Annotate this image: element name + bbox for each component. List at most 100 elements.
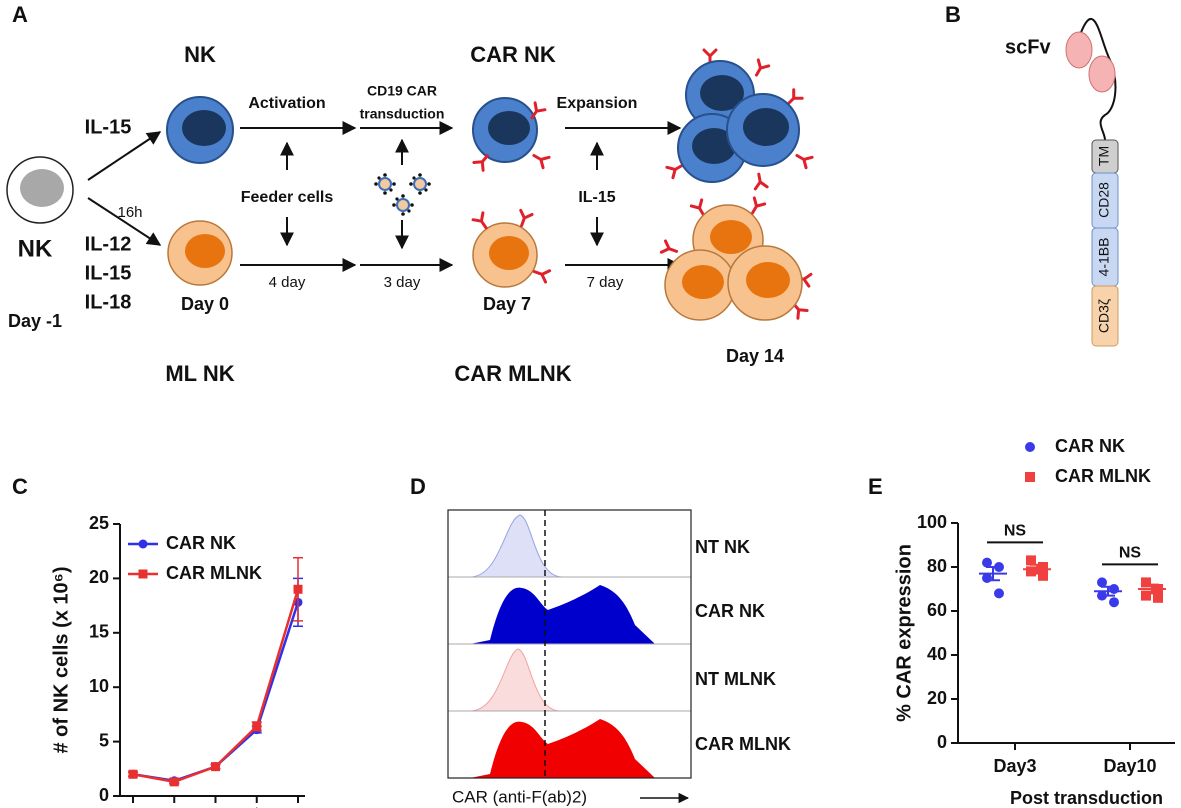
- time-label: 16h: [117, 204, 142, 221]
- virus: [408, 172, 432, 196]
- y-tick-label: 100: [917, 512, 947, 532]
- point: [1038, 562, 1048, 572]
- point: [982, 557, 992, 568]
- annotation: NS: [1119, 545, 1142, 562]
- cytokine: IL-15: [85, 116, 132, 138]
- panel-label: E: [868, 474, 883, 499]
- y-tick-label: 40: [927, 644, 947, 664]
- nucleus: [488, 111, 530, 145]
- x-tick-label: D14: [273, 804, 310, 808]
- y-tick-label: 15: [89, 622, 109, 642]
- duration: 7 day: [587, 274, 624, 291]
- day-label: Day 14: [726, 346, 784, 366]
- x-tick-label: Day10: [1103, 756, 1156, 776]
- row-label: NT MLNK: [695, 669, 776, 689]
- legend-label: CAR MLNK: [166, 563, 262, 583]
- y-axis-label: % CAR expression: [893, 544, 915, 722]
- row-label: NT NK: [695, 537, 750, 557]
- nucleus: [746, 262, 790, 298]
- histogram: [470, 585, 655, 644]
- car-receptor: [530, 264, 552, 284]
- nucleus: [185, 234, 225, 268]
- histogram: [469, 648, 561, 712]
- row-label: CAR NK: [695, 601, 765, 621]
- car-receptor: [659, 239, 681, 259]
- panel-d: D NT NK CAR NK NT MLNK CAR MLNK CAR (ant…: [410, 474, 791, 807]
- y-tick-label: 80: [927, 556, 947, 576]
- step-label: Expansion: [557, 95, 638, 112]
- domain-label: CD3ζ: [1096, 299, 1112, 333]
- point: [994, 588, 1004, 599]
- domain-label: TM: [1096, 146, 1112, 166]
- nucleus: [710, 220, 752, 254]
- arrow: [87, 131, 162, 181]
- chart: E 0 20 40 60 80 100% CAR expression Day3 NS Day10…: [868, 436, 1175, 808]
- histogram: [470, 719, 655, 778]
- panel-label: D: [410, 474, 426, 499]
- annotation: NS: [1004, 523, 1027, 540]
- nucleus: [692, 128, 736, 164]
- car-receptor: [749, 58, 771, 80]
- scfv-label: scFv: [1005, 36, 1051, 58]
- point: [293, 584, 303, 594]
- point: [252, 721, 262, 731]
- x-axis-label: Post transduction: [1010, 788, 1163, 808]
- domain-box: [1091, 285, 1119, 347]
- panel-label: B: [945, 2, 961, 27]
- nucleus: [682, 265, 724, 299]
- nucleus: [489, 236, 529, 270]
- legend-label: CAR NK: [166, 533, 236, 553]
- x-tick-label: D4: [197, 804, 227, 808]
- point: [138, 539, 148, 549]
- step-label: IL-15: [578, 189, 615, 206]
- y-tick-label: 0: [99, 785, 109, 805]
- cytokine: IL-12: [85, 233, 132, 255]
- panel-b: B scFv TM CD28 4-1BB CD3ζ: [945, 2, 1119, 347]
- arrow: [87, 197, 162, 246]
- point: [1153, 592, 1163, 603]
- expanded-mlnk: [659, 196, 813, 321]
- point: [1025, 472, 1035, 482]
- virus: [373, 172, 397, 196]
- step-label: CD19 CAR: [367, 83, 437, 99]
- car-receptor: [751, 171, 769, 191]
- point: [1026, 555, 1036, 566]
- histogram: [469, 514, 563, 578]
- car-receptor: [514, 208, 534, 230]
- scfv-domain: [1088, 55, 1116, 93]
- scfv-domain: [1065, 31, 1093, 69]
- y-tick-label: 10: [89, 676, 109, 696]
- point: [1025, 442, 1035, 452]
- point: [1097, 577, 1107, 588]
- step-label: Activation: [248, 95, 325, 112]
- sem-bar: [1101, 585, 1115, 597]
- cytokine: IL-18: [85, 291, 132, 313]
- duration: 4 day: [269, 274, 306, 291]
- point: [138, 569, 148, 579]
- legend-label: CAR MLNK: [1055, 466, 1151, 486]
- x-tick-label: D7: [239, 804, 269, 808]
- step-label: transduction: [360, 106, 445, 122]
- group-label: CAR NK: [470, 42, 556, 67]
- x-tick-label: D0: [156, 804, 186, 808]
- cell-label: NK: [18, 235, 53, 262]
- point: [1038, 570, 1048, 581]
- x-axis-label: CAR (anti-F(ab)2): [452, 787, 587, 806]
- y-axis-label: # of NK cells (x 10⁶): [50, 566, 72, 753]
- group-label: NK: [184, 42, 216, 67]
- y-tick-label: 0: [937, 732, 947, 752]
- x-tick-label: D-1: [111, 804, 146, 808]
- cytokine: IL-15: [85, 262, 132, 284]
- nucleus: [743, 108, 789, 146]
- step-label: Feeder cells: [241, 189, 334, 206]
- panel-label: C: [12, 474, 28, 499]
- day-label: Day 7: [483, 294, 531, 314]
- sem-bar: [1030, 563, 1044, 575]
- virus: [391, 193, 415, 217]
- point: [1026, 566, 1036, 577]
- y-tick-label: 5: [99, 730, 109, 750]
- panel-label: A: [12, 2, 28, 27]
- point: [1141, 590, 1151, 601]
